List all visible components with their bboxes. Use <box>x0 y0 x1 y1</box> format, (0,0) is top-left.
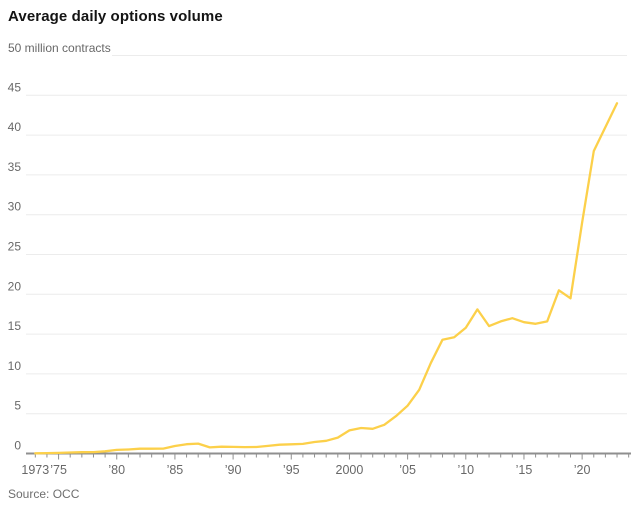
y-tick-label: 10 <box>8 359 22 373</box>
x-tick-label: 2000 <box>336 463 364 477</box>
x-tick-label: ’90 <box>225 463 242 477</box>
x-tick-label: ’10 <box>457 463 474 477</box>
x-tick-label: ’75 <box>50 463 67 477</box>
y-tick-label: 40 <box>8 120 22 134</box>
y-tick-label: 30 <box>8 200 22 214</box>
y-tick-label: 35 <box>8 160 22 174</box>
y-tick-label: 5 <box>14 399 21 413</box>
x-tick-label: ’15 <box>516 463 533 477</box>
y-tick-label: 25 <box>8 240 22 254</box>
y-tick-label: 0 <box>14 439 21 453</box>
chart-title: Average daily options volume <box>8 8 223 25</box>
x-tick-label: ’95 <box>283 463 300 477</box>
x-tick-label: ’20 <box>574 463 591 477</box>
y-tick-label: 15 <box>8 319 22 333</box>
x-tick-label: 1973 <box>21 463 49 477</box>
y-tick-label: 20 <box>8 279 22 293</box>
source-note: Source: OCC <box>8 487 80 501</box>
x-tick-label: ’05 <box>399 463 416 477</box>
x-tick-label: ’85 <box>167 463 184 477</box>
y-tick-label: 45 <box>8 80 22 94</box>
y-axis-unit-label: 50 million contracts <box>8 41 111 55</box>
x-tick-label: ’80 <box>108 463 125 477</box>
volume-line <box>34 102 619 455</box>
